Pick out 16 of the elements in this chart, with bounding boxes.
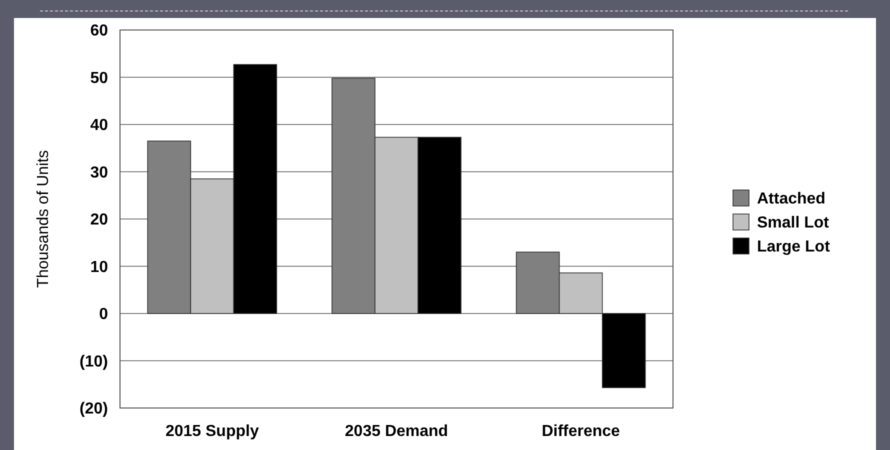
y-tick-label: 50 [90,70,108,87]
y-tick-label: 40 [90,117,108,134]
legend-label: Attached [757,190,826,208]
y-tick-label: (10) [80,353,108,370]
x-tick-label: 2015 Supply [165,423,259,440]
y-axis-title: Thousands of Units [35,150,52,288]
y-tick-label: 60 [90,22,108,40]
y-tick-label: 10 [90,258,108,276]
legend-label: Large Lot [757,238,831,256]
x-tick-label: 2035 Demand [344,423,448,440]
y-tick-label: 0 [99,306,108,324]
y-tick-label: 20 [90,212,108,229]
legend-label: Small Lot [757,214,830,232]
x-tick-label: Difference [542,423,620,440]
y-tick-label: (20) [80,400,108,418]
y-tick-label: 30 [90,164,108,182]
